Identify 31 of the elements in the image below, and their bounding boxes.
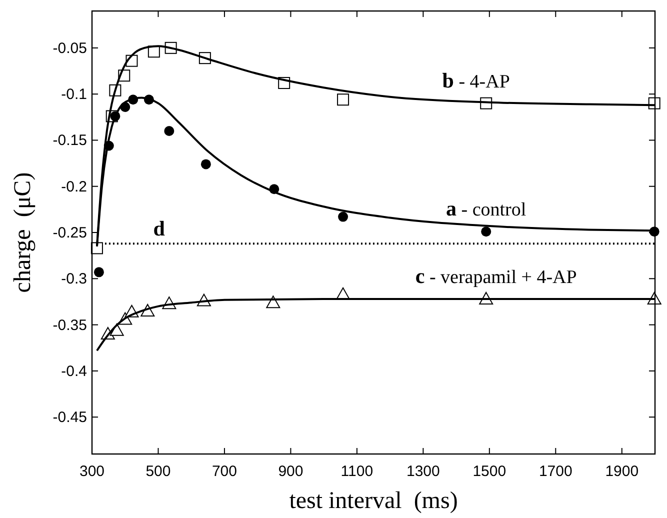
series-label: c - verapamil + 4-AP <box>415 264 577 288</box>
point <box>338 212 348 222</box>
point <box>164 126 174 136</box>
y-tick-label: -0.05 <box>52 40 87 57</box>
x-tick-label: 1500 <box>472 463 506 480</box>
y-tick-label: -0.25 <box>52 224 87 242</box>
y-tick-label: -0.35 <box>52 316 87 334</box>
x-tick-label: 1300 <box>406 463 440 480</box>
x-tick-label: 900 <box>278 463 304 480</box>
x-tick-label: 500 <box>146 463 171 480</box>
ref-line-label: d <box>153 216 166 241</box>
x-axis-title: test interval (ms) <box>289 488 458 514</box>
y-tick-label: -0.2 <box>61 178 87 196</box>
point <box>481 226 492 237</box>
y-tick-label: -0.3 <box>61 270 87 288</box>
point <box>110 323 124 336</box>
point <box>200 159 211 170</box>
x-tick-label: 700 <box>212 463 237 480</box>
point <box>337 94 350 106</box>
x-tick-label: 1100 <box>340 463 374 480</box>
y-tick-label: -0.1 <box>61 86 87 104</box>
y-tick-label: -0.45 <box>52 409 87 426</box>
x-tick-label: 300 <box>79 463 105 480</box>
y-tick-label: -0.4 <box>61 362 87 380</box>
x-tick-label: 1900 <box>605 463 639 480</box>
series-label: b - 4-AP <box>442 68 510 92</box>
point <box>94 267 104 278</box>
series-label: a - control <box>446 196 526 221</box>
x-tick-label: 1700 <box>538 463 572 480</box>
y-tick-label: -0.15 <box>52 132 87 150</box>
y-axis-title: charge (μC) <box>10 172 36 293</box>
